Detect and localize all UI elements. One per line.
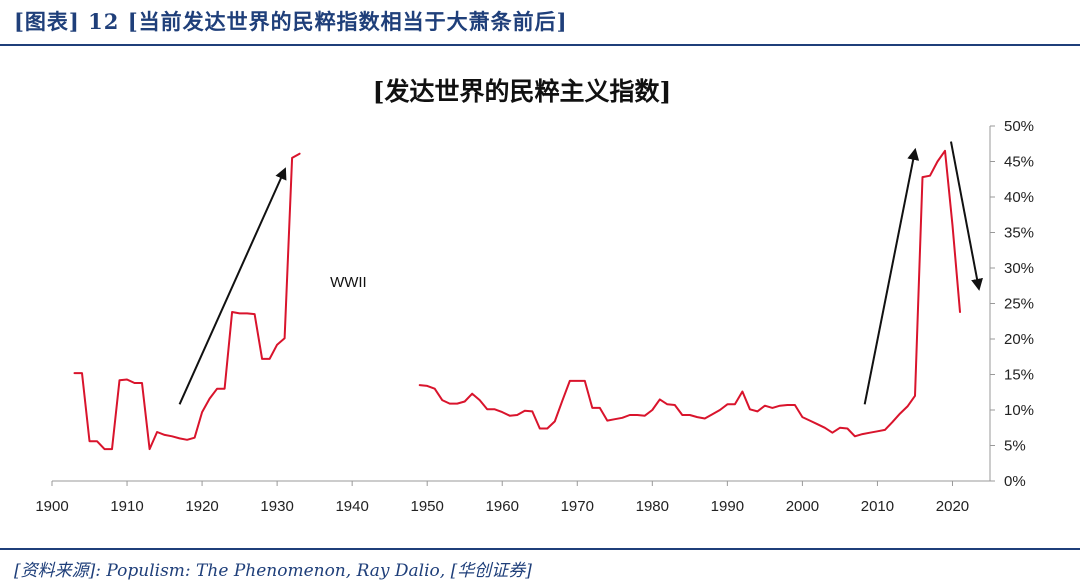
trend-arrow (863, 147, 920, 405)
x-tick-label: 1950 (411, 498, 444, 515)
series-line (418, 149, 961, 438)
x-tick-label: 1930 (260, 498, 293, 515)
figure-label: [图表] 12 [当前发达世界的民粹指数相当于大萧条前后] (14, 9, 568, 34)
y-tick-label: 45% (1004, 154, 1034, 171)
x-tick-label: 1920 (185, 498, 218, 515)
trend-arrow (949, 141, 983, 291)
y-tick-label: 50% (1004, 118, 1034, 135)
annotation-label: WWII (330, 274, 367, 291)
y-tick-label: 25% (1004, 296, 1034, 313)
x-tick-label: 1970 (561, 498, 594, 515)
x-tick-label: 1900 (35, 498, 68, 515)
series-group (73, 149, 961, 451)
x-tick-label: 1990 (711, 498, 744, 515)
arrows (178, 141, 983, 405)
annotations: WWII (330, 274, 367, 291)
top-rule (0, 44, 1080, 46)
x-tick-label: 2010 (861, 498, 894, 515)
x-tick-label: 1960 (486, 498, 519, 515)
bottom-rule (0, 548, 1080, 550)
y-tick-label: 35% (1004, 225, 1034, 242)
y-tick-label: 30% (1004, 260, 1034, 277)
y-tick-label: 20% (1004, 331, 1034, 348)
chart-title: [发达世界的民粹主义指数] (373, 77, 672, 106)
y-tick-label: 10% (1004, 402, 1034, 419)
series-line (73, 152, 301, 451)
y-tick-label: 0% (1004, 473, 1026, 490)
y-tick-label: 5% (1004, 438, 1026, 455)
x-tick-label: 1910 (110, 498, 143, 515)
source-note: [资料来源]: Populism: The Phenomenon, Ray Da… (14, 561, 532, 581)
x-tick-label: 1940 (335, 498, 368, 515)
y-tick-label: 40% (1004, 189, 1034, 206)
axes: 1900 1910 1920 1930 1940 1950 1960 1970 1980 1990… (35, 118, 1034, 515)
trend-arrow (178, 167, 287, 405)
x-tick-label: 2000 (786, 498, 819, 515)
x-tick-label: 1980 (636, 498, 669, 515)
x-tick-label: 2020 (936, 498, 969, 515)
y-tick-label: 15% (1004, 367, 1034, 384)
